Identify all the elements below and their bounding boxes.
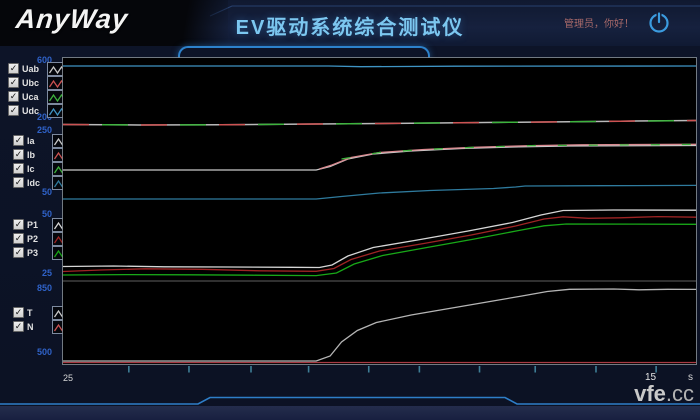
channel-label: P1 <box>27 219 39 230</box>
channel-checkbox-ic[interactable]: ✓ <box>13 163 24 174</box>
trace-n <box>63 288 697 362</box>
chart-tab-decoration <box>178 46 430 60</box>
xaxis-unit-label: s <box>688 372 693 383</box>
channel-label: P3 <box>27 247 39 258</box>
waveform-chart <box>62 57 697 373</box>
page-title: EV驱动系统综合测试仪 <box>235 17 465 39</box>
channel-checkbox-p3[interactable]: ✓ <box>13 247 24 258</box>
channel-row-uab: ✓ Uab <box>0 61 70 76</box>
logo-plate <box>0 0 228 46</box>
scale-label: 850 <box>36 283 52 293</box>
channel-checkbox-ubc[interactable]: ✓ <box>8 77 19 88</box>
chart-plot-area <box>62 57 697 365</box>
channel-checkbox-p2[interactable]: ✓ <box>13 233 24 244</box>
channel-label: Uab <box>22 63 40 74</box>
channel-label: Udc <box>22 105 40 116</box>
trace-p3 <box>62 223 697 277</box>
watermark: vfe.cc <box>634 381 694 407</box>
watermark-domain: .cc <box>665 381 694 406</box>
trace-ubc <box>62 119 697 126</box>
power-icon[interactable] <box>646 9 672 35</box>
channel-checkbox-p1[interactable]: ✓ <box>13 219 24 230</box>
channel-checkbox-uca[interactable]: ✓ <box>8 91 19 102</box>
channel-row-udc: ✓ Udc <box>0 103 70 118</box>
xaxis-right-label: 15 <box>645 372 657 383</box>
channel-label: Ubc <box>22 77 40 88</box>
scale-label: 500 <box>36 347 52 357</box>
channel-label: Ib <box>27 149 35 160</box>
channel-label: P2 <box>27 233 39 244</box>
user-greeting: 管理员，你好！ <box>564 19 634 30</box>
channel-checkbox-ia[interactable]: ✓ <box>13 135 24 146</box>
scale-label: 50 <box>41 187 52 197</box>
trace-ic <box>341 143 697 160</box>
channel-checkbox-n[interactable]: ✓ <box>13 321 24 332</box>
watermark-name: vfe <box>634 381 666 406</box>
trace-idc <box>63 184 697 200</box>
channel-checkbox-udc[interactable]: ✓ <box>8 105 19 116</box>
xaxis-left-label: 25 <box>63 373 74 383</box>
scale-label: 250 <box>36 125 52 135</box>
channel-checkbox-t[interactable]: ✓ <box>13 307 24 318</box>
channel-checkbox-uab[interactable]: ✓ <box>8 63 19 74</box>
channel-label: Idc <box>27 177 41 188</box>
scale-label: 200 <box>36 112 52 122</box>
channel-row-ubc: ✓ Ubc <box>0 75 70 90</box>
trace-p1 <box>62 209 697 269</box>
scale-label: 50 <box>41 209 52 219</box>
trace-p2 <box>62 215 697 273</box>
channel-label: N <box>27 321 34 332</box>
channel-row-uca: ✓ Uca <box>0 89 70 104</box>
trace-udc <box>63 65 697 68</box>
scale-label: 600 <box>36 55 52 65</box>
footer-bar <box>0 406 700 420</box>
channel-checkbox-idc[interactable]: ✓ <box>13 177 24 188</box>
channel-label: T <box>27 307 33 318</box>
channel-legend: 600 200 ✓ Uab ✓ Ubc ✓ Uca ✓ Udc 250 50 ✓ Ia ✓ Ib ✓ Ic ✓ Idc… <box>0 0 73 365</box>
channel-checkbox-ib[interactable]: ✓ <box>13 149 24 160</box>
header-bar: AnyWay EV驱动系统综合测试仪 管理员，你好！ <box>0 0 700 47</box>
scale-label: 25 <box>41 268 52 278</box>
channel-label: Ic <box>27 163 35 174</box>
channel-label: Ia <box>27 135 35 146</box>
channel-label: Uca <box>22 91 39 102</box>
